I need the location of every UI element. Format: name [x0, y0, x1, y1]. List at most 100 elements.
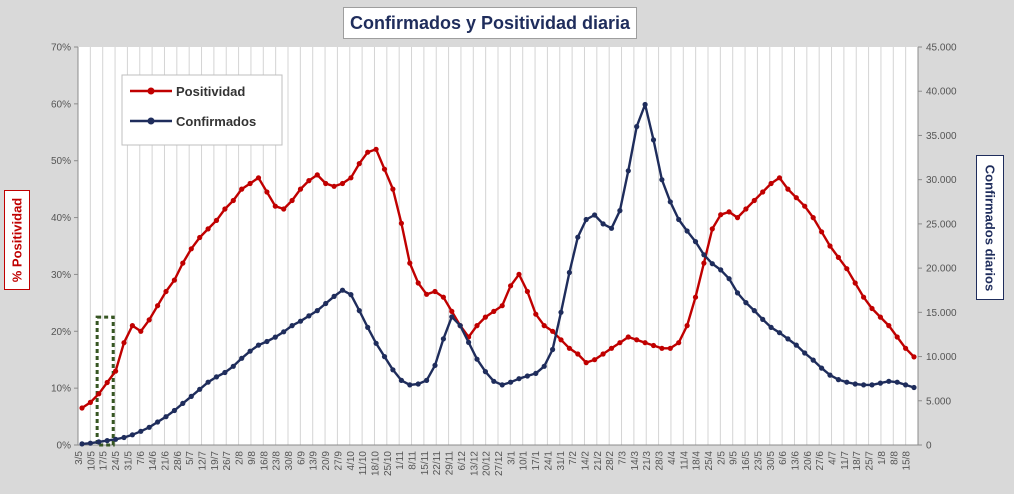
data-point-confirmados	[861, 382, 867, 388]
data-point-confirmados	[886, 378, 892, 384]
data-point-confirmados	[911, 384, 917, 391]
data-point-positividad	[87, 399, 93, 405]
data-point-positividad	[306, 178, 312, 184]
data-point-confirmados	[230, 363, 236, 369]
x-tick-label: 25/4	[704, 451, 715, 471]
data-point-positividad	[743, 206, 749, 212]
x-tick-label: 11/4	[679, 451, 690, 470]
data-point-confirmados	[835, 377, 842, 383]
x-tick-label: 16/5	[741, 451, 752, 471]
x-tick-label: 9/5	[729, 451, 740, 465]
left-tick-label: 0%	[57, 441, 72, 452]
x-tick-label: 17/1	[531, 451, 542, 471]
data-point-confirmados	[869, 382, 875, 388]
data-point-positividad	[171, 277, 177, 283]
data-point-confirmados	[810, 357, 816, 363]
data-point-confirmados	[96, 439, 102, 445]
data-point-confirmados	[903, 382, 909, 388]
data-point-confirmados	[508, 379, 514, 385]
data-point-confirmados	[373, 340, 379, 346]
data-point-positividad	[424, 291, 430, 297]
data-point-confirmados	[339, 287, 346, 293]
data-point-confirmados	[306, 313, 312, 319]
x-tick-label: 18/4	[692, 451, 703, 471]
x-tick-label: 8/11	[408, 451, 419, 470]
x-tick-label: 30/8	[284, 451, 295, 471]
data-point-confirmados	[155, 419, 161, 425]
data-point-confirmados	[575, 234, 581, 240]
data-point-confirmados	[768, 324, 774, 330]
data-point-positividad	[113, 368, 119, 374]
right-tick-label: 20.000	[926, 264, 957, 275]
data-point-positividad	[432, 288, 438, 295]
data-point-confirmados	[844, 379, 850, 385]
data-point-confirmados	[222, 369, 228, 376]
data-point-confirmados	[550, 346, 556, 353]
data-point-positividad	[264, 189, 270, 195]
x-tick-label: 6/12	[457, 451, 468, 471]
right-tick-label: 0	[926, 441, 932, 452]
x-tick-label: 22/11	[432, 451, 443, 476]
data-point-confirmados	[314, 308, 320, 314]
data-point-positividad	[634, 337, 640, 343]
legend-label-positividad: Positividad	[176, 84, 245, 99]
data-point-confirmados	[239, 355, 245, 361]
x-tick-label: 24/1	[543, 451, 554, 471]
data-point-positividad	[642, 340, 648, 346]
data-point-positividad	[667, 345, 673, 351]
left-tick-label: 10%	[51, 384, 71, 395]
data-point-confirmados	[129, 432, 135, 438]
x-tick-label: 15/11	[420, 451, 431, 476]
x-tick-label: 27/6	[815, 451, 826, 471]
legend-box	[121, 74, 283, 146]
right-axis-title: Confirmados diarios	[982, 164, 998, 291]
data-point-positividad	[886, 323, 892, 329]
data-point-positividad	[163, 288, 169, 295]
data-point-positividad	[407, 260, 413, 266]
data-point-positividad	[323, 180, 329, 187]
x-tick-label: 18/10	[370, 451, 381, 476]
data-point-positividad	[827, 243, 833, 249]
data-point-confirmados	[583, 216, 589, 223]
data-point-confirmados	[205, 379, 211, 385]
data-point-positividad	[213, 217, 220, 223]
x-tick-label: 6/6	[778, 451, 789, 465]
right-tick-label: 25.000	[926, 219, 957, 230]
x-tick-label: 7/3	[618, 451, 629, 465]
data-point-positividad	[835, 254, 842, 260]
data-point-confirmados	[894, 379, 900, 385]
data-point-positividad	[297, 186, 304, 192]
data-point-positividad	[802, 203, 808, 209]
data-point-confirmados	[802, 350, 808, 356]
x-tick-label: 12/7	[198, 451, 209, 471]
data-point-positividad	[398, 220, 404, 226]
data-point-confirmados	[617, 208, 623, 214]
data-point-confirmados	[726, 276, 732, 282]
series-line-confirmados	[81, 103, 915, 446]
data-point-confirmados	[541, 363, 547, 369]
data-point-confirmados	[180, 400, 186, 406]
x-tick-label: 8/8	[889, 451, 900, 465]
data-point-confirmados	[600, 221, 606, 227]
data-point-positividad	[734, 215, 741, 221]
data-point-confirmados	[440, 336, 446, 342]
data-point-positividad	[516, 271, 522, 277]
data-point-positividad	[415, 280, 421, 286]
data-point-confirmados	[466, 339, 472, 345]
left-tick-label: 30%	[51, 270, 71, 281]
data-point-positividad	[894, 334, 900, 340]
data-point-positividad	[592, 357, 598, 363]
x-tick-label: 13/12	[469, 451, 480, 476]
data-point-confirmados	[87, 440, 93, 446]
data-point-confirmados	[247, 348, 253, 354]
x-tick-label: 20/12	[482, 451, 493, 476]
x-tick-label: 20/9	[321, 451, 332, 471]
data-point-positividad	[768, 180, 774, 187]
data-point-positividad	[776, 175, 783, 181]
x-tick-label: 16/8	[259, 451, 270, 471]
data-point-positividad	[819, 229, 825, 235]
data-point-confirmados	[819, 365, 825, 371]
data-point-positividad	[373, 146, 379, 152]
chart-title: Confirmados y Positividad diaria	[343, 7, 637, 39]
